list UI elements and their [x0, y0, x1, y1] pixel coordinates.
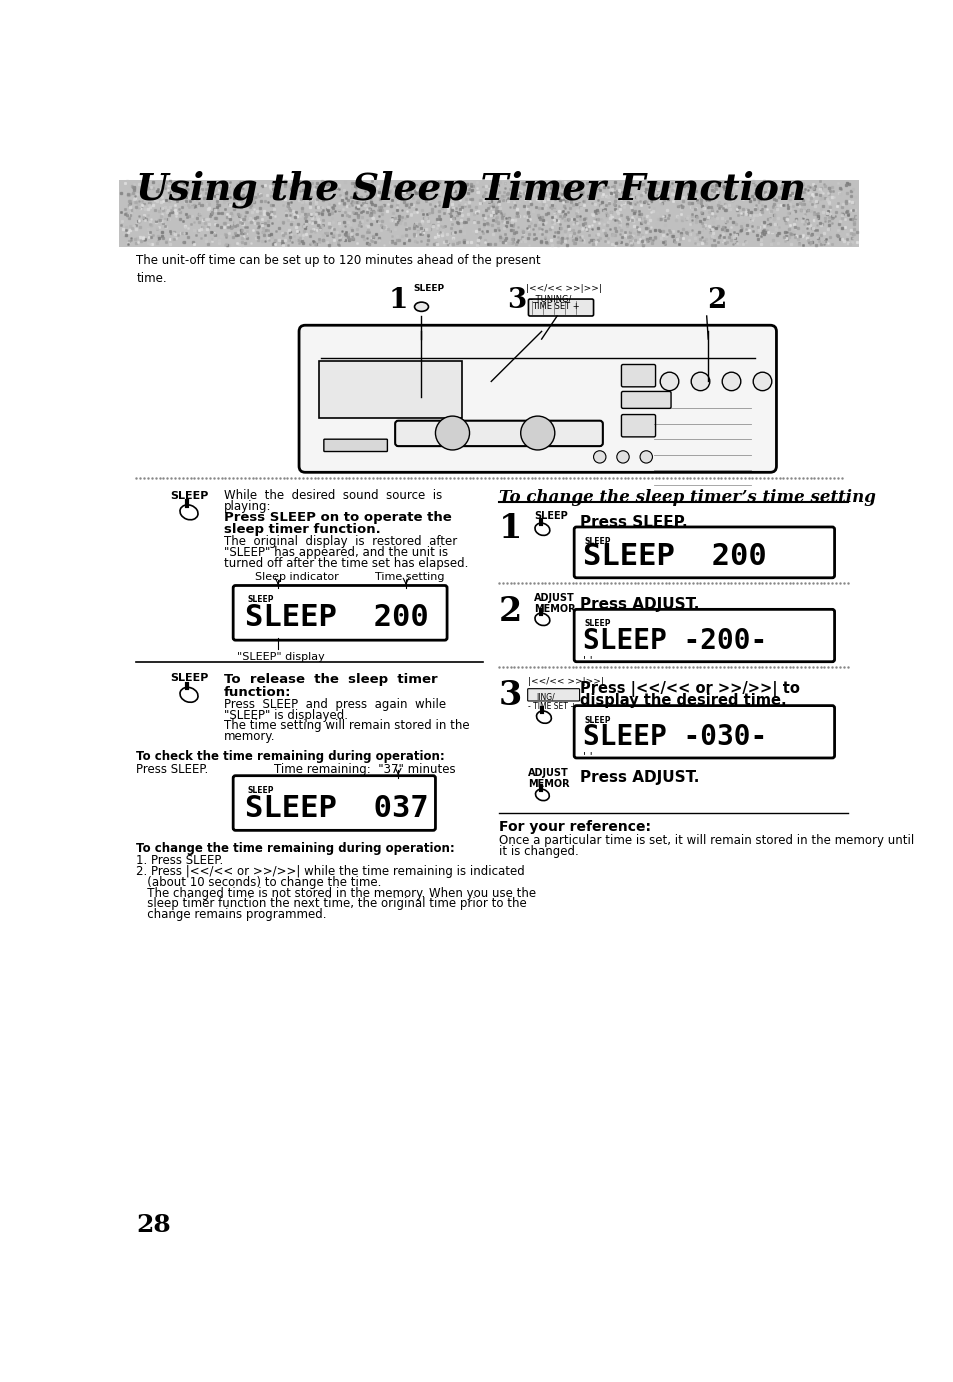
Text: Time setting: Time setting	[375, 572, 444, 582]
Text: turned off after the time set has elapsed.: turned off after the time set has elapse…	[224, 557, 468, 569]
Text: 2. Press |<</<< or >>/>>| while the time remaining is indicated: 2. Press |<</<< or >>/>>| while the time…	[136, 865, 524, 878]
Text: SLEEP: SLEEP	[583, 538, 610, 546]
Text: "SLEEP" is displayed.: "SLEEP" is displayed.	[224, 709, 348, 721]
Text: To change the time remaining during operation:: To change the time remaining during oper…	[136, 842, 455, 855]
Text: MEMOR: MEMOR	[534, 604, 575, 614]
Text: SLEEP: SLEEP	[583, 716, 610, 724]
Circle shape	[593, 451, 605, 463]
Text: "SLEEP" display: "SLEEP" display	[236, 652, 324, 662]
Circle shape	[520, 416, 555, 451]
Text: (about 10 seconds) to change the time.: (about 10 seconds) to change the time.	[136, 876, 381, 889]
Text: The time setting will remain stored in the: The time setting will remain stored in t…	[224, 720, 469, 732]
Text: ADJUST: ADJUST	[534, 593, 574, 603]
Text: playing:: playing:	[224, 500, 271, 513]
Text: memory.: memory.	[224, 730, 275, 744]
Text: - TIME SET +: - TIME SET +	[528, 702, 577, 710]
Text: display the desired time.: display the desired time.	[579, 694, 786, 709]
Text: The changed time is not stored in the memory. When you use the: The changed time is not stored in the me…	[136, 887, 536, 900]
FancyBboxPatch shape	[620, 415, 655, 437]
Text: While  the  desired  sound  source  is: While the desired sound source is	[224, 489, 441, 502]
Text: 1: 1	[388, 286, 407, 314]
Text: SLEEP: SLEEP	[170, 491, 208, 500]
Circle shape	[435, 416, 469, 451]
Text: 3: 3	[498, 679, 521, 712]
Text: sleep timer function.: sleep timer function.	[224, 524, 380, 536]
Text: SLEEP: SLEEP	[247, 596, 274, 604]
Text: Press SLEEP.: Press SLEEP.	[579, 514, 687, 529]
Text: SLEEP: SLEEP	[414, 283, 444, 293]
Circle shape	[721, 372, 740, 391]
Text: To check the time remaining during operation:: To check the time remaining during opera…	[136, 750, 445, 763]
Text: SLEEP  200: SLEEP 200	[245, 604, 428, 633]
Text: SLEEP: SLEEP	[583, 619, 610, 629]
Text: "SLEEP" has appeared, and the unit is: "SLEEP" has appeared, and the unit is	[224, 546, 448, 560]
Circle shape	[691, 372, 709, 391]
Circle shape	[639, 451, 652, 463]
Circle shape	[659, 372, 679, 391]
Text: Press  SLEEP  and  press  again  while: Press SLEEP and press again while	[224, 698, 446, 710]
Text: The unit-off time can be set up to 120 minutes ahead of the present
time.: The unit-off time can be set up to 120 m…	[136, 254, 540, 286]
Text: ADJUST: ADJUST	[528, 768, 569, 778]
Text: Time remaining:  "37" minutes: Time remaining: "37" minutes	[274, 763, 456, 775]
Text: SLEEP -030-: SLEEP -030-	[582, 723, 766, 750]
Text: Using the Sleep Timer Function: Using the Sleep Timer Function	[136, 171, 805, 209]
Text: The  original  display  is  restored  after: The original display is restored after	[224, 535, 456, 549]
Text: Sleep indicator: Sleep indicator	[254, 572, 338, 582]
FancyBboxPatch shape	[323, 439, 387, 452]
FancyBboxPatch shape	[395, 420, 602, 446]
Text: To change the sleep timer’s time setting: To change the sleep timer’s time setting	[498, 489, 875, 506]
Text: MEMOR: MEMOR	[528, 779, 570, 789]
FancyBboxPatch shape	[574, 706, 834, 757]
FancyBboxPatch shape	[319, 361, 461, 417]
Text: SLEEP: SLEEP	[534, 511, 567, 521]
Text: SLEEP  037: SLEEP 037	[245, 793, 428, 822]
Text: ' ': ' '	[582, 655, 592, 666]
Text: Once a particular time is set, it will remain stored in the memory until: Once a particular time is set, it will r…	[498, 835, 913, 847]
Text: 28: 28	[136, 1213, 171, 1237]
Text: 3: 3	[506, 286, 525, 314]
Text: Press SLEEP on to operate the: Press SLEEP on to operate the	[224, 511, 451, 524]
Text: ' ': ' '	[582, 752, 592, 761]
FancyBboxPatch shape	[620, 391, 670, 409]
Text: change remains programmed.: change remains programmed.	[136, 908, 327, 922]
Text: SLEEP  200: SLEEP 200	[582, 542, 765, 571]
Text: |<</<< >>|>>|: |<</<< >>|>>|	[525, 283, 601, 293]
FancyBboxPatch shape	[574, 609, 834, 662]
Text: For your reference:: For your reference:	[498, 821, 650, 835]
Circle shape	[617, 451, 629, 463]
Text: TIME SET +: TIME SET +	[532, 303, 579, 311]
Text: Press ADJUST.: Press ADJUST.	[579, 597, 699, 612]
Ellipse shape	[415, 303, 428, 311]
Text: it is changed.: it is changed.	[498, 844, 578, 858]
Text: 1: 1	[498, 513, 522, 546]
Text: To  release  the  sleep  timer: To release the sleep timer	[224, 673, 437, 687]
Circle shape	[753, 372, 771, 391]
FancyBboxPatch shape	[527, 688, 579, 701]
FancyBboxPatch shape	[119, 180, 858, 247]
Text: 2: 2	[498, 594, 521, 627]
FancyBboxPatch shape	[298, 325, 776, 473]
Text: IING/: IING/	[536, 692, 555, 702]
Text: SLEEP -200-: SLEEP -200-	[582, 627, 766, 655]
Text: SLEEP: SLEEP	[170, 673, 208, 683]
Text: Press SLEEP.: Press SLEEP.	[136, 763, 209, 775]
FancyBboxPatch shape	[574, 527, 834, 578]
Text: |<</<< >>|>>|: |<</<< >>|>>|	[528, 677, 603, 685]
Text: Press |<</<< or >>/>>| to: Press |<</<< or >>/>>| to	[579, 681, 800, 697]
Text: 2: 2	[706, 286, 725, 314]
Text: - TUNING/: - TUNING/	[530, 294, 571, 304]
Text: function:: function:	[224, 685, 291, 698]
FancyBboxPatch shape	[620, 365, 655, 387]
FancyBboxPatch shape	[233, 775, 435, 831]
Text: 1. Press SLEEP.: 1. Press SLEEP.	[136, 854, 223, 868]
FancyBboxPatch shape	[233, 586, 447, 640]
Text: Press ADJUST.: Press ADJUST.	[579, 770, 699, 785]
Text: SLEEP: SLEEP	[247, 786, 274, 795]
Text: sleep timer function the next time, the original time prior to the: sleep timer function the next time, the …	[136, 897, 526, 911]
FancyBboxPatch shape	[528, 299, 593, 316]
